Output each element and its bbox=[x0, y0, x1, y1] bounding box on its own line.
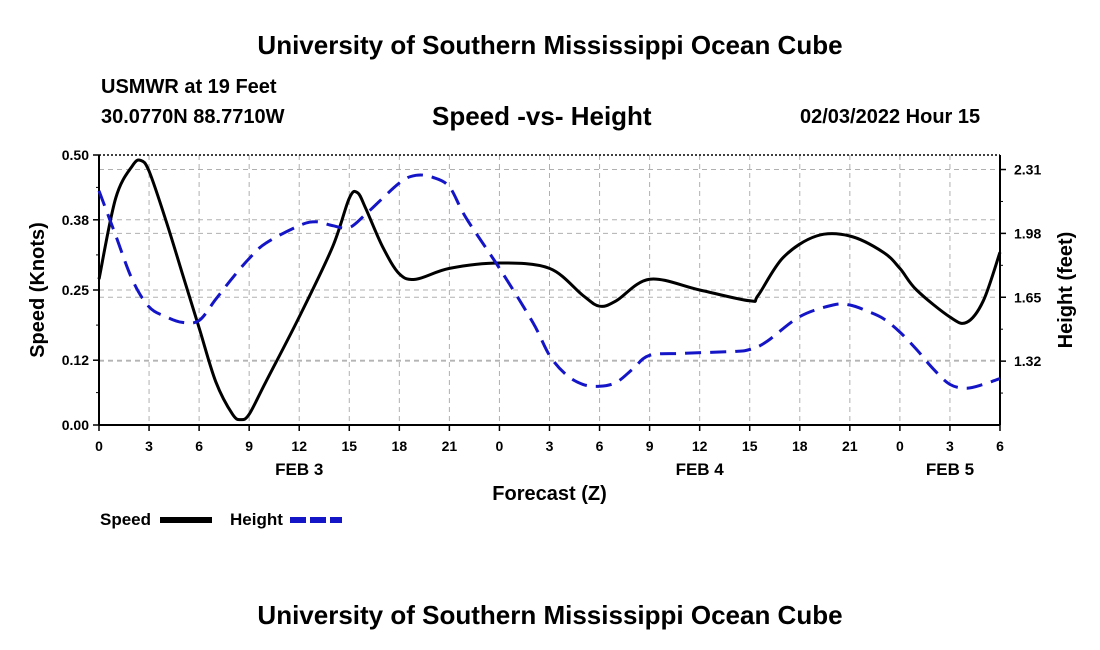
x-tick-label: 3 bbox=[946, 438, 954, 454]
x-tick-label: 9 bbox=[245, 438, 253, 454]
x-tick-label: 0 bbox=[95, 438, 103, 454]
y2-tick-label: 1.98 bbox=[1014, 225, 1041, 241]
speed-height-chart: 0 3 6 9 12 15 18 21 0 3 6 9 12 15 18 21 0 3 6 0.00 0.12 0.25 0… bbox=[27, 147, 1077, 529]
x-tick-label: 3 bbox=[145, 438, 153, 454]
x-tick-label: 18 bbox=[392, 438, 408, 454]
axis-ticks: 0 3 6 9 12 15 18 21 0 3 6 9 12 15 18 21 0 3 6 0.00 0.12 0.25 0… bbox=[62, 147, 1042, 454]
y-tick-label: 0.38 bbox=[62, 212, 89, 228]
legend: Speed Height bbox=[100, 510, 342, 529]
speed-series-line bbox=[97, 158, 1002, 422]
legend-label-height: Height bbox=[230, 510, 283, 529]
series-layer bbox=[97, 158, 1002, 422]
date-label: FEB 4 bbox=[676, 460, 725, 479]
x-tick-label: 6 bbox=[996, 438, 1004, 454]
datetime-label: 02/03/2022 Hour 15 bbox=[800, 106, 981, 128]
y-tick-label: 0.12 bbox=[62, 352, 89, 368]
y-tick-label: 0.00 bbox=[62, 417, 89, 433]
page-title: University of Southern Mississippi Ocean… bbox=[257, 30, 843, 60]
footer-title: University of Southern Mississippi Ocean… bbox=[257, 600, 843, 630]
axis-labels: Forecast (Z) Speed (Knots) Height (feet) FE… bbox=[27, 222, 1077, 505]
coordinates-label: 30.0770N 88.7710W bbox=[101, 106, 285, 128]
x-tick-label: 21 bbox=[442, 438, 458, 454]
station-label: USMWR at 19 Feet bbox=[101, 76, 277, 98]
y-tick-label: 0.50 bbox=[62, 147, 89, 163]
x-tick-label: 12 bbox=[291, 438, 307, 454]
y-tick-label: 0.25 bbox=[62, 282, 89, 298]
y2-axis-title: Height (feet) bbox=[1055, 232, 1077, 349]
y2-tick-label: 1.32 bbox=[1014, 353, 1041, 369]
height-series-line bbox=[97, 173, 1001, 390]
x-tick-label: 6 bbox=[195, 438, 203, 454]
x-tick-label: 18 bbox=[792, 438, 808, 454]
y2-tick-label: 2.31 bbox=[1014, 162, 1041, 178]
x-tick-label: 15 bbox=[341, 438, 357, 454]
x-tick-label: 6 bbox=[596, 438, 604, 454]
date-label: FEB 5 bbox=[926, 460, 974, 479]
x-tick-label: 0 bbox=[496, 438, 504, 454]
grid bbox=[99, 155, 1000, 425]
y2-tick-label: 1.65 bbox=[1014, 289, 1041, 305]
x-axis-title: Forecast (Z) bbox=[492, 483, 606, 505]
x-tick-label: 0 bbox=[896, 438, 904, 454]
x-tick-label: 21 bbox=[842, 438, 858, 454]
x-tick-label: 3 bbox=[546, 438, 554, 454]
x-tick-label: 9 bbox=[646, 438, 654, 454]
x-tick-label: 12 bbox=[692, 438, 708, 454]
chart-title: Speed -vs- Height bbox=[432, 101, 652, 131]
date-label: FEB 3 bbox=[275, 460, 323, 479]
y-axis-title: Speed (Knots) bbox=[27, 222, 49, 358]
x-tick-label: 15 bbox=[742, 438, 758, 454]
legend-label-speed: Speed bbox=[100, 510, 151, 529]
